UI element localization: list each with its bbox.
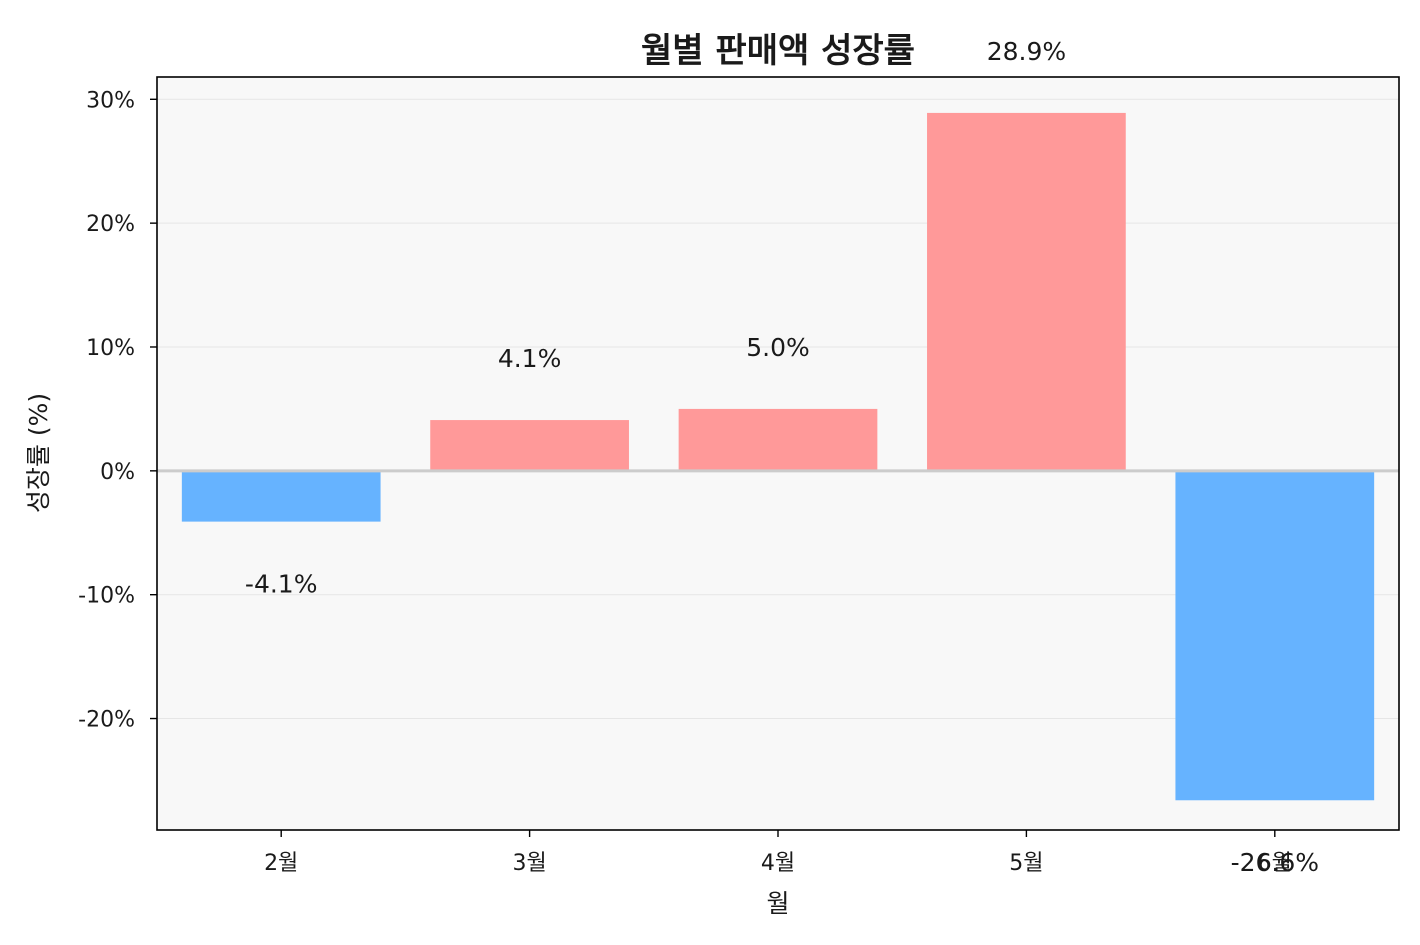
data-label: 4.1% [498, 344, 562, 373]
bar [430, 420, 629, 471]
y-tick-label: 20% [86, 212, 135, 237]
y-axis-ticks: 30% 20% 10% 0% -10% -20% [78, 88, 157, 733]
y-tick-label: 10% [86, 336, 135, 361]
x-tick-label: 6월 [1258, 851, 1292, 876]
bar [927, 112, 1126, 471]
bar [1175, 470, 1375, 801]
bar [181, 470, 381, 522]
chart-title: 월별 판매액 성장률 [641, 31, 915, 71]
data-label: 28.9% [987, 37, 1066, 66]
bars [181, 112, 1375, 801]
data-label: -26.6% [1231, 848, 1319, 877]
y-tick-label: 0% [100, 460, 135, 485]
grid-lines [157, 98, 1399, 720]
y-axis-label: 성장률 (%) [24, 393, 53, 513]
x-axis-label: 월 [766, 889, 789, 918]
y-tick-label: -10% [78, 584, 135, 609]
x-tick-label: 2월 [264, 851, 298, 876]
x-axis-ticks: 2월 3월 4월 5월 6월 [264, 830, 1292, 876]
data-label: 5.0% [746, 333, 810, 362]
y-tick-label: 30% [86, 88, 135, 113]
x-tick-label: 3월 [512, 851, 546, 876]
y-tick-label: -20% [78, 708, 135, 733]
data-labels: -4.1% 4.1% 5.0% 28.9% -26.6% [245, 37, 1319, 877]
x-tick-label: 4월 [761, 851, 795, 876]
bar [678, 408, 878, 471]
x-tick-label: 5월 [1009, 851, 1043, 876]
data-label: -4.1% [245, 570, 318, 599]
